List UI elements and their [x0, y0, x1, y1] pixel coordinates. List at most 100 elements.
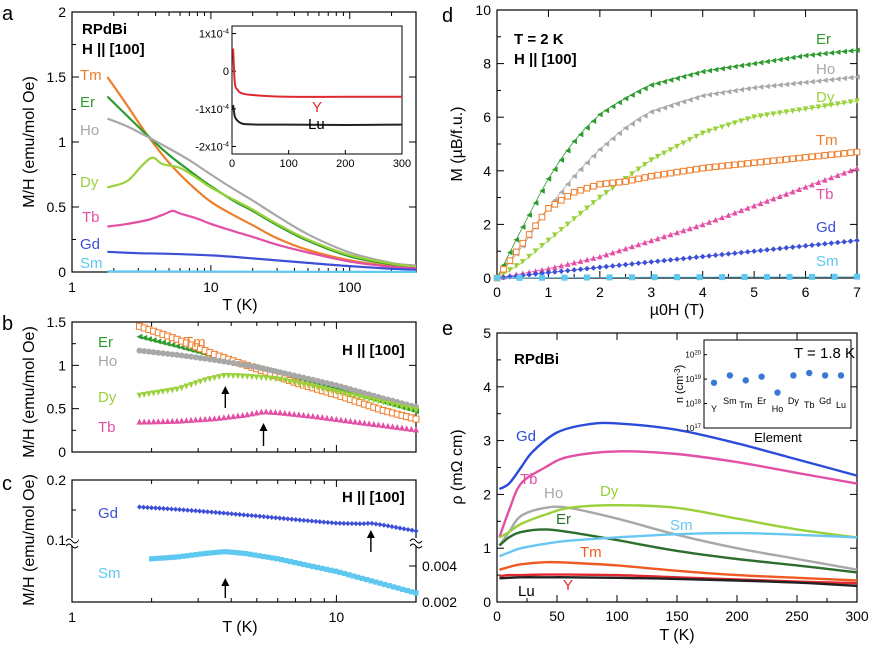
inset-title: T = 1.8 K [794, 345, 855, 362]
data-point [273, 515, 279, 521]
data-point [249, 512, 255, 519]
data-point [532, 200, 539, 206]
data-point [815, 152, 822, 160]
data-point [413, 407, 419, 414]
data-point [564, 147, 571, 154]
annotation-field: H || [100] [342, 489, 405, 506]
data-point [795, 154, 803, 162]
data-point [287, 558, 294, 565]
data-point [155, 349, 162, 356]
data-point [680, 98, 687, 105]
data-point [272, 408, 279, 415]
data-point [744, 116, 751, 123]
inset-point-Sm [726, 372, 734, 379]
data-point [188, 416, 195, 423]
data-point [274, 556, 280, 562]
x-tick-label: 5 [750, 284, 758, 300]
y-axis-title: M (µB/f.u.) [449, 107, 466, 182]
y-tick-label: 1.5 [47, 314, 67, 330]
data-point [267, 375, 274, 382]
data-point [313, 518, 319, 524]
series-label-Sm: Sm [816, 253, 839, 270]
data-point [277, 409, 284, 416]
data-point [337, 569, 343, 575]
data-point [693, 223, 700, 230]
data-point [571, 138, 577, 145]
y-axis-title: M/H (emu/mol Oe) [21, 326, 38, 458]
data-point [590, 182, 597, 190]
data-point [635, 88, 642, 95]
data-point [699, 68, 706, 75]
y-tick-label: 4 [483, 163, 491, 179]
data-point [809, 78, 815, 85]
data-point [597, 253, 603, 260]
data-point [405, 526, 411, 533]
series-label-Tm: Tm [580, 544, 602, 561]
data-point [629, 121, 635, 127]
data-point [725, 122, 732, 129]
transition-arrow-head [366, 530, 375, 538]
data-point [413, 590, 419, 596]
data-point [757, 158, 764, 166]
data-point [234, 360, 241, 367]
data-point [136, 392, 143, 399]
series-label-Gd: Gd [80, 236, 100, 253]
data-point [693, 133, 700, 140]
data-point [188, 507, 195, 514]
data-point [216, 549, 222, 555]
annotation-compound: RPdBi [82, 21, 127, 38]
data-point [145, 348, 152, 355]
data-point [281, 515, 287, 522]
series-label-Gd: Gd [516, 428, 536, 445]
inset-frame [703, 339, 852, 429]
data-point [597, 111, 603, 118]
data-point [802, 243, 809, 249]
inset-x-tick-label: 200 [336, 158, 354, 170]
data-point [809, 52, 815, 58]
data-point [552, 264, 558, 270]
data-point [201, 508, 207, 515]
data-point [552, 232, 558, 238]
data-point [706, 128, 712, 135]
data-point [744, 249, 751, 255]
data-point [557, 196, 565, 204]
data-point [267, 367, 274, 374]
data-point [337, 520, 343, 526]
data-point [366, 396, 373, 403]
data-point [281, 377, 288, 384]
y-tick-label: 1 [483, 540, 491, 556]
data-point [314, 564, 321, 570]
data-point [150, 418, 157, 425]
data-point [257, 513, 263, 519]
data-point [551, 201, 559, 208]
series-line-Er [496, 49, 858, 279]
data-point [248, 410, 255, 417]
data-point [770, 82, 777, 89]
y-axis-title: M/H (emu/mol Oe) [21, 76, 38, 208]
data-point [245, 512, 251, 518]
data-point [802, 106, 809, 112]
data-point [211, 415, 218, 422]
data-point [211, 550, 217, 556]
data-point [629, 261, 635, 267]
data-point [648, 109, 655, 115]
data-point [674, 75, 680, 82]
data-point [661, 257, 667, 264]
data-point [751, 202, 757, 209]
inset-y-tick-label: 0 [223, 66, 229, 78]
data-point [712, 90, 719, 97]
data-point [786, 273, 793, 280]
data-point [349, 520, 355, 527]
data-point [261, 514, 267, 520]
y-tick-label: 3 [483, 433, 491, 449]
data-point [622, 261, 629, 268]
data-point [403, 405, 410, 412]
data-point [352, 418, 359, 425]
data-point [253, 374, 260, 381]
data-point [590, 200, 597, 206]
inset-label-Y: Y [312, 99, 322, 116]
data-point [202, 550, 208, 557]
x-tick-label: 0 [493, 608, 501, 624]
data-point [269, 514, 275, 520]
data-point [719, 124, 725, 131]
